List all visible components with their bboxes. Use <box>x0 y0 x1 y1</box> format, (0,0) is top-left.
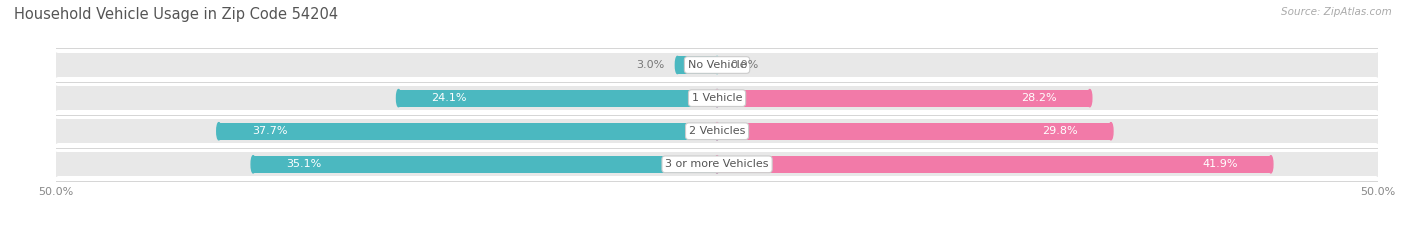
Ellipse shape <box>252 156 256 173</box>
Ellipse shape <box>396 89 401 107</box>
Ellipse shape <box>716 56 718 74</box>
Text: 29.8%: 29.8% <box>1042 126 1078 136</box>
Ellipse shape <box>716 123 718 140</box>
Bar <box>717 156 1271 173</box>
Ellipse shape <box>217 123 221 140</box>
Ellipse shape <box>1375 86 1381 110</box>
Ellipse shape <box>716 156 718 173</box>
Ellipse shape <box>1109 123 1114 140</box>
Text: 37.7%: 37.7% <box>252 126 287 136</box>
Bar <box>253 156 717 173</box>
Text: 28.2%: 28.2% <box>1021 93 1057 103</box>
Text: 2 Vehicles: 2 Vehicles <box>689 126 745 136</box>
Ellipse shape <box>716 89 718 107</box>
Text: 24.1%: 24.1% <box>432 93 467 103</box>
Bar <box>56 86 1378 110</box>
Ellipse shape <box>675 56 679 74</box>
Bar <box>219 123 717 140</box>
Text: 3 or more Vehicles: 3 or more Vehicles <box>665 159 769 169</box>
Ellipse shape <box>716 156 718 173</box>
Bar <box>56 119 1378 143</box>
Text: 1 Vehicle: 1 Vehicle <box>692 93 742 103</box>
Bar <box>717 123 1111 140</box>
Ellipse shape <box>53 86 59 110</box>
Text: Source: ZipAtlas.com: Source: ZipAtlas.com <box>1281 7 1392 17</box>
Ellipse shape <box>53 53 59 77</box>
Text: 35.1%: 35.1% <box>287 159 322 169</box>
Ellipse shape <box>716 89 718 107</box>
Text: Household Vehicle Usage in Zip Code 54204: Household Vehicle Usage in Zip Code 5420… <box>14 7 339 22</box>
Ellipse shape <box>53 152 59 176</box>
Ellipse shape <box>1375 53 1381 77</box>
Ellipse shape <box>1375 119 1381 143</box>
Ellipse shape <box>1268 156 1272 173</box>
Text: 0.0%: 0.0% <box>730 60 758 70</box>
Ellipse shape <box>716 123 718 140</box>
Text: No Vehicle: No Vehicle <box>688 60 747 70</box>
Ellipse shape <box>1088 89 1092 107</box>
Bar <box>56 152 1378 176</box>
Ellipse shape <box>53 119 59 143</box>
Bar <box>56 53 1378 77</box>
Bar <box>398 89 717 107</box>
Ellipse shape <box>1375 152 1381 176</box>
Bar <box>678 56 717 74</box>
Text: 3.0%: 3.0% <box>636 60 664 70</box>
Text: 41.9%: 41.9% <box>1202 159 1237 169</box>
Bar <box>717 89 1090 107</box>
